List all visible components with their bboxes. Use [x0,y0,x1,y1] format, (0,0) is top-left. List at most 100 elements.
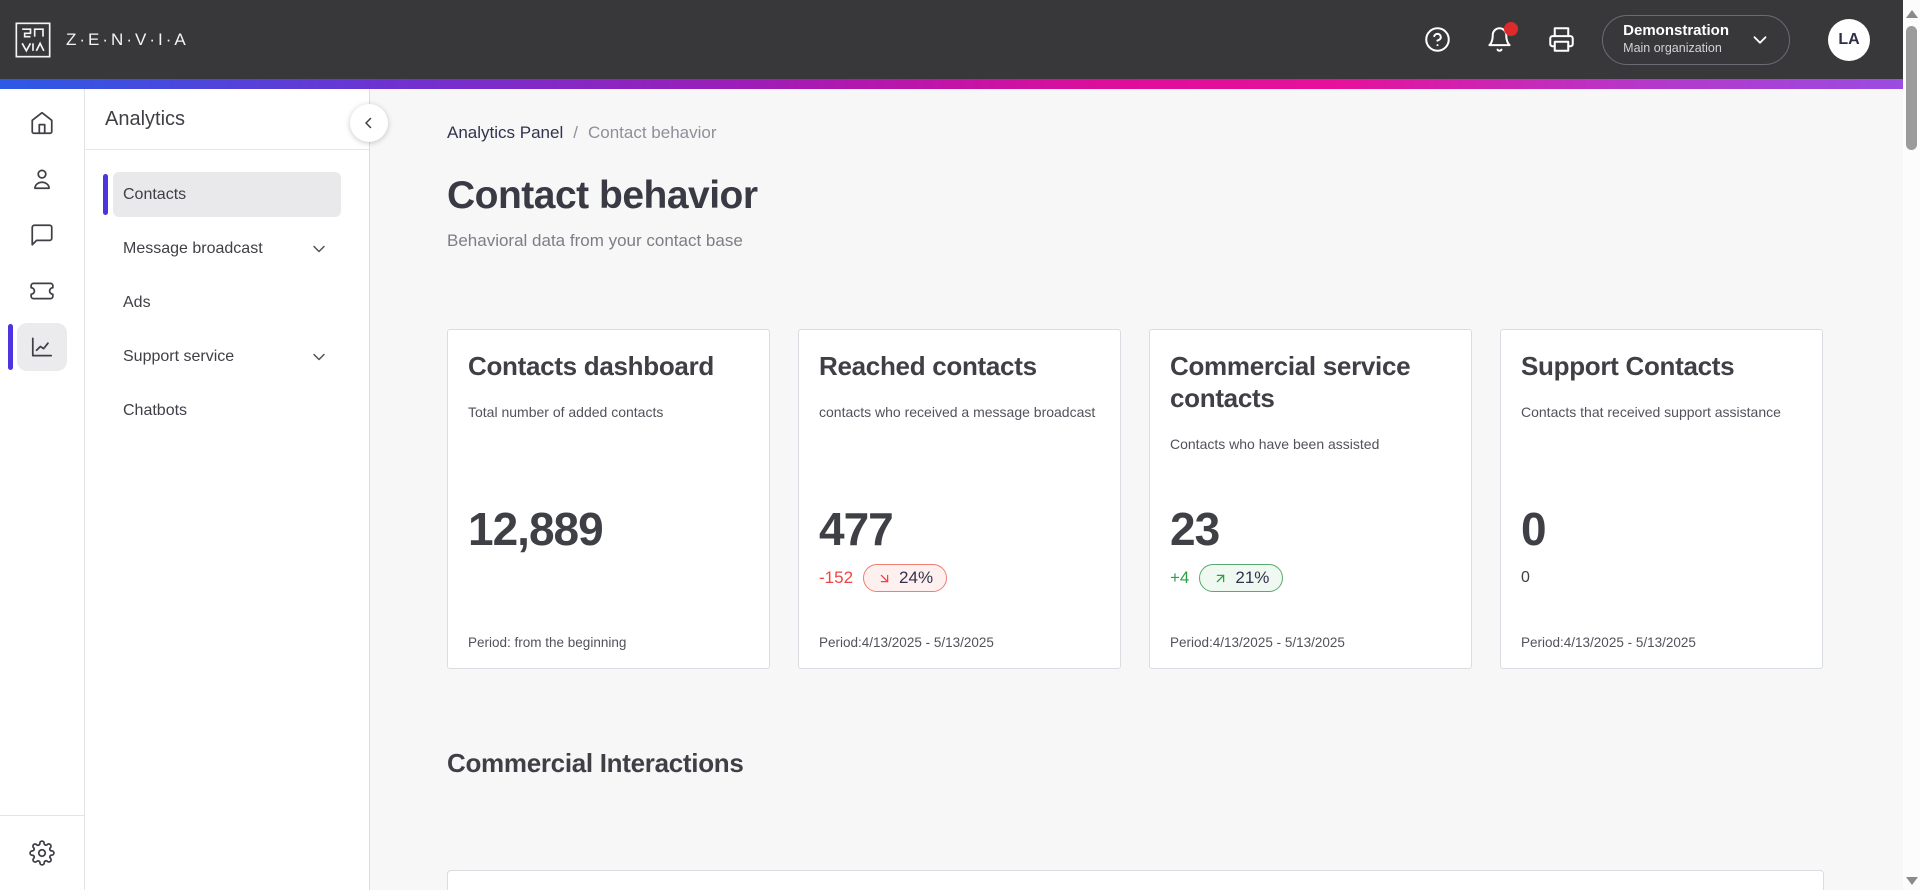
card-delta-row: -152 24% [819,563,948,593]
card-delta-row: +4 21% [1170,563,1284,593]
bell-icon[interactable] [1484,21,1519,55]
trend-badge: 24% [863,564,948,592]
page-subtitle: Behavioral data from your contact base [447,231,743,250]
delta-value: 0 [1521,569,1530,586]
ticket-icon [30,282,54,300]
arrow-up-right-icon [1217,574,1225,582]
sidebar-collapse-button[interactable] [350,104,388,142]
delta-value: +4 [1170,568,1190,587]
rail-home-button[interactable] [17,99,67,147]
breadcrumb: Analytics Panel / Contact behavior [447,123,1903,143]
card-title: Commercial service contacts [1170,351,1411,413]
delta-value: -152 [819,568,854,587]
card-title: Contacts dashboard [468,351,714,381]
sidebar-header: Analytics [85,89,369,150]
scrollbar-thumb[interactable] [1906,26,1917,150]
contacts-icon [34,169,50,190]
card-period: Period:4/13/2025 - 5/13/2025 [819,635,994,650]
scrollbar-down-arrow[interactable] [1905,877,1918,885]
arrow-down-right-icon [880,574,889,582]
home-icon [31,111,53,135]
brand: Z·E·N·V·I·A [13,20,189,60]
active-rail-indicator [8,324,13,370]
chevron-left-icon [365,117,372,129]
card-description: Contacts who have been assisted [1170,436,1380,452]
settings-gear-icon [29,840,55,866]
sidebar-item-contacts[interactable]: Contacts [103,172,341,217]
trend-badge: 21% [1199,564,1284,592]
body-row: Analytics Contacts Message broadcast Ads [0,89,1903,890]
card-head: Support Contacts Contacts that received … [1501,330,1822,424]
card-period: Period:4/13/2025 - 5/13/2025 [1170,635,1345,650]
rail-contacts-button[interactable] [17,155,67,203]
sidebar-item-label: Chatbots [123,401,188,419]
breadcrumb-current: Contact behavior [587,123,717,142]
brand-gradient-bar [0,79,1903,89]
sidebar-title: Analytics [105,107,186,130]
sidebar-menu: Contacts Message broadcast Ads Support s… [85,150,369,433]
chat-icon [31,224,53,246]
card-period: Period: from the beginning [468,635,627,650]
card-delta-row: 0 [1521,563,1530,593]
header-actions: Demonstration Main organization LA [1390,14,1870,65]
commercial-interactions-card [447,870,1824,890]
card-head: Commercial service contacts Contacts who… [1150,330,1471,456]
sidebar-item-label: Message broadcast [123,239,263,257]
badge-percent: 24% [899,568,934,587]
rail-analytics-button[interactable] [8,323,67,371]
main-content: Analytics Panel / Contact behavior Conta… [370,89,1903,890]
card-description: Total number of added contacts [468,404,664,420]
org-switcher-labels: Demonstration Main organization [1623,22,1729,56]
badge-percent: 21% [1235,568,1270,587]
sidebar-item-message-broadcast[interactable]: Message broadcast [113,226,341,271]
card-contacts-dashboard: Contacts dashboard Total number of added… [447,329,770,669]
nav-rail [0,89,85,890]
top-header: Z·E·N·V·I·A Demonstration Main organizat… [0,0,1903,79]
sidebar-item-chatbots[interactable]: Chatbots [113,388,341,433]
breadcrumb-analytics-panel[interactable]: Analytics Panel [447,123,564,142]
breadcrumb-separator: / [573,123,578,142]
sidebar-item-support-service[interactable]: Support service [113,334,341,379]
page-scrollbar[interactable] [1903,0,1920,890]
page-title: Contact behavior [447,174,758,217]
chevron-down-icon [313,353,325,360]
help-icon[interactable] [1422,25,1452,55]
sidebar-item-label: Ads [123,293,151,311]
card-support-contacts: Support Contacts Contacts that received … [1500,329,1823,669]
card-reached-contacts: Reached contacts contacts who received a… [798,329,1121,669]
scrollbar-up-arrow[interactable] [1905,10,1918,18]
card-value: 477 [819,503,894,555]
rail-conversations-button[interactable] [17,211,67,259]
rail-settings-button[interactable] [17,829,67,877]
rail-tickets-button[interactable] [17,267,67,315]
card-description: contacts who received a message broadcas… [819,404,1096,420]
avatar[interactable]: LA [1828,18,1870,61]
active-item-indicator [103,174,108,215]
rail-bottom [0,815,84,890]
sidebar-item-label: Support service [123,347,235,365]
card-value: 23 [1170,503,1220,555]
card-commercial-service-contacts: Commercial service contacts Contacts who… [1149,329,1472,669]
org-switcher[interactable]: Demonstration Main organization [1602,14,1790,65]
card-head: Reached contacts contacts who received a… [799,330,1120,424]
card-value: 12,889 [468,503,604,555]
printer-icon[interactable] [1546,25,1576,55]
section-title-commercial-interactions: Commercial Interactions [447,748,744,778]
org-suborg: Main organization [1623,41,1722,56]
chevron-down-icon [313,245,325,252]
notification-badge [1504,21,1519,36]
card-head: Contacts dashboard Total number of added… [448,330,769,424]
analytics-sidebar: Analytics Contacts Message broadcast Ads [85,89,388,890]
card-title: Reached contacts [819,351,1037,381]
brand-name: Z·E·N·V·I·A [66,29,189,49]
chevron-down-icon [1753,35,1767,44]
card-period: Period:4/13/2025 - 5/13/2025 [1521,635,1696,650]
analytics-chart-icon [31,337,53,357]
card-title: Support Contacts [1521,351,1735,381]
sidebar-item-ads[interactable]: Ads [113,280,341,325]
sidebar-item-label: Contacts [123,185,187,203]
card-value: 0 [1521,503,1547,555]
org-name: Demonstration [1623,22,1729,40]
zenvia-logo-icon[interactable] [13,20,53,60]
